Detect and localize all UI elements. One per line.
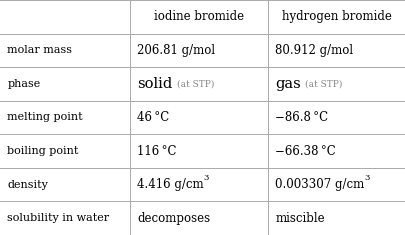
Text: (at STP): (at STP): [176, 79, 213, 88]
Text: hydrogen bromide: hydrogen bromide: [281, 10, 391, 23]
Text: density: density: [7, 180, 48, 190]
Text: 3: 3: [364, 174, 369, 182]
Text: solubility in water: solubility in water: [7, 213, 109, 223]
Text: −86.8 °C: −86.8 °C: [275, 111, 328, 124]
Text: 46 °C: 46 °C: [137, 111, 169, 124]
Text: melting point: melting point: [7, 113, 83, 122]
Text: (at STP): (at STP): [304, 79, 341, 88]
Text: 116 °C: 116 °C: [137, 145, 176, 158]
Text: solid: solid: [137, 77, 172, 91]
Text: gas: gas: [275, 77, 300, 91]
Text: decomposes: decomposes: [137, 212, 210, 225]
Text: miscible: miscible: [275, 212, 324, 225]
Text: 4.416 g/cm: 4.416 g/cm: [137, 178, 203, 191]
Text: iodine bromide: iodine bromide: [153, 10, 243, 23]
Text: 3: 3: [203, 174, 209, 182]
Text: molar mass: molar mass: [7, 45, 72, 55]
Text: 80.912 g/mol: 80.912 g/mol: [275, 44, 352, 57]
Text: −66.38 °C: −66.38 °C: [275, 145, 335, 158]
Text: 206.81 g/mol: 206.81 g/mol: [137, 44, 215, 57]
Text: 0.003307 g/cm: 0.003307 g/cm: [275, 178, 364, 191]
Text: phase: phase: [7, 79, 40, 89]
Text: boiling point: boiling point: [7, 146, 79, 156]
